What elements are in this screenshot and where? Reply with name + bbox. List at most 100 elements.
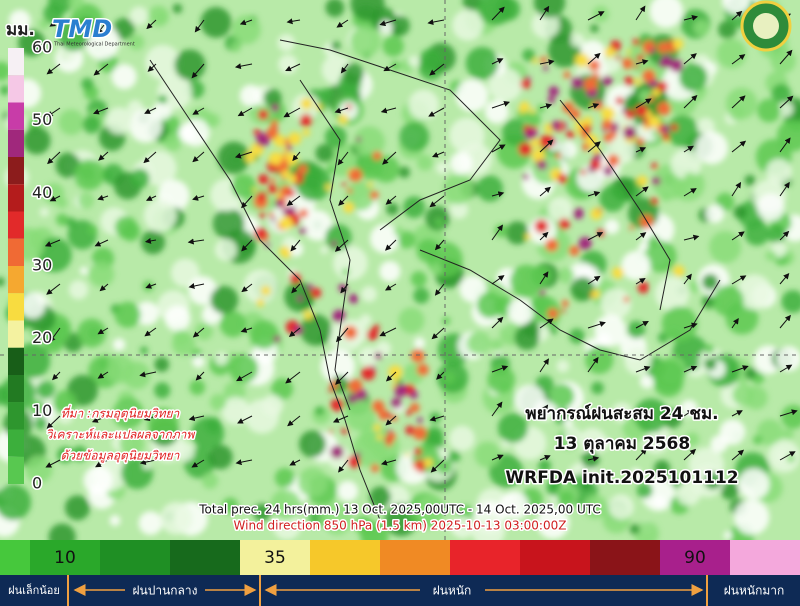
scale-swatch (240, 540, 310, 575)
rain-cell (0, 61, 11, 81)
scale-tick-label: 50 (32, 110, 52, 129)
rain-cell (590, 24, 599, 33)
wind-arrow (241, 283, 253, 293)
wind-arrow (427, 19, 445, 26)
rain-cell (81, 77, 94, 90)
heavy-rain-cell (532, 58, 539, 64)
rain-cell (594, 314, 627, 347)
heavy-rain-cell (571, 76, 584, 89)
wind-arrow (587, 232, 604, 241)
heavy-rain-cell (391, 397, 402, 409)
coastlines (149, 39, 721, 521)
wind-arrow (429, 63, 445, 76)
rain-cell (723, 531, 733, 540)
heavy-rain-cell (281, 170, 291, 179)
wind-arrow (385, 415, 397, 426)
heavy-rain-cell (523, 124, 531, 132)
rain-cell (130, 168, 150, 189)
rain-cell (654, 276, 690, 311)
wind-arrow (379, 19, 397, 27)
rain-cell (357, 154, 384, 180)
heavy-rain-cell (615, 96, 624, 105)
scale-swatch (590, 540, 660, 575)
wind-arrow (338, 459, 349, 473)
wind-arrow (731, 54, 746, 65)
rain-cell (88, 261, 115, 288)
rain-cell (219, 310, 247, 338)
wind-arrow (731, 449, 745, 461)
wind-arrow (95, 459, 109, 468)
rain-cell (325, 0, 345, 18)
wind-arrow (236, 371, 253, 382)
rain-cell (435, 161, 449, 175)
rain-cell (391, 25, 401, 35)
rain-cell (563, 426, 581, 444)
wind-arrow (731, 317, 739, 329)
wind-arrow (144, 107, 157, 114)
rain-cell (419, 48, 443, 72)
scale-label: 35 (264, 548, 286, 568)
forecast-date: 13 ตุลาคม 2568 (554, 434, 690, 454)
rain-cell (487, 365, 516, 394)
category-label: ฝนปานกลาง (132, 584, 197, 598)
heavy-rain-cell (670, 59, 683, 73)
rain-cell (621, 250, 651, 281)
wind-arrow (91, 415, 109, 423)
rain-cell (22, 126, 51, 155)
rain-cell (296, 289, 315, 308)
rain-cell (536, 506, 570, 540)
rain-cell (228, 353, 259, 384)
wind-arrow (491, 316, 504, 329)
scale-label: 90 (684, 548, 706, 568)
rain-cell (558, 267, 575, 284)
wind-arrow (428, 107, 445, 117)
heavy-rain-cell (252, 187, 257, 193)
rain-cell (696, 117, 715, 137)
heavy-rain-cell (273, 134, 286, 148)
heavy-rain-cell (672, 38, 684, 50)
rain-cell (0, 484, 32, 521)
rain-cell (77, 192, 94, 209)
wind-arrow (431, 327, 445, 340)
wind-arrow (336, 327, 349, 343)
rain-cell (683, 172, 697, 185)
rain-cell (752, 435, 763, 445)
scale-swatch (8, 75, 24, 103)
rain-cell (299, 430, 327, 458)
rain-cell (563, 417, 574, 428)
wind-arrow (491, 454, 504, 461)
rain-cell (477, 0, 514, 26)
rain-cell (499, 490, 529, 521)
wind-arrow (635, 98, 652, 109)
wind-arrow (340, 63, 349, 74)
wind-arrow (635, 365, 651, 373)
rain-cell (465, 46, 499, 80)
rain-cell (776, 119, 800, 152)
rain-cell (333, 245, 368, 281)
rain-cell (358, 346, 380, 368)
rain-cell (0, 85, 10, 96)
wind-arrow (587, 356, 599, 373)
heavy-rain-cell (519, 106, 527, 114)
heavy-rain-cell (288, 132, 302, 146)
rain-cell (375, 340, 392, 357)
rain-cell (325, 224, 352, 251)
rain-cell (87, 224, 98, 236)
wind-arrow (289, 459, 301, 466)
rain-cell (693, 19, 710, 36)
rain-cell (369, 486, 392, 508)
rain-cell (119, 431, 145, 457)
heavy-rain-cell (673, 265, 685, 277)
rain-cell (172, 3, 183, 14)
heavy-rain-cell (356, 137, 362, 142)
rain-cell (710, 435, 728, 453)
heavy-rain-cell (657, 101, 671, 116)
wind-arrow (539, 404, 549, 417)
wind-arrow (731, 365, 749, 373)
rain-cell (210, 285, 239, 314)
heavy-rain-cell (636, 54, 645, 62)
wind-arrow (340, 283, 349, 294)
wind-arrow (146, 19, 157, 30)
wind-arrow (234, 151, 253, 159)
rain-cell (195, 322, 213, 341)
